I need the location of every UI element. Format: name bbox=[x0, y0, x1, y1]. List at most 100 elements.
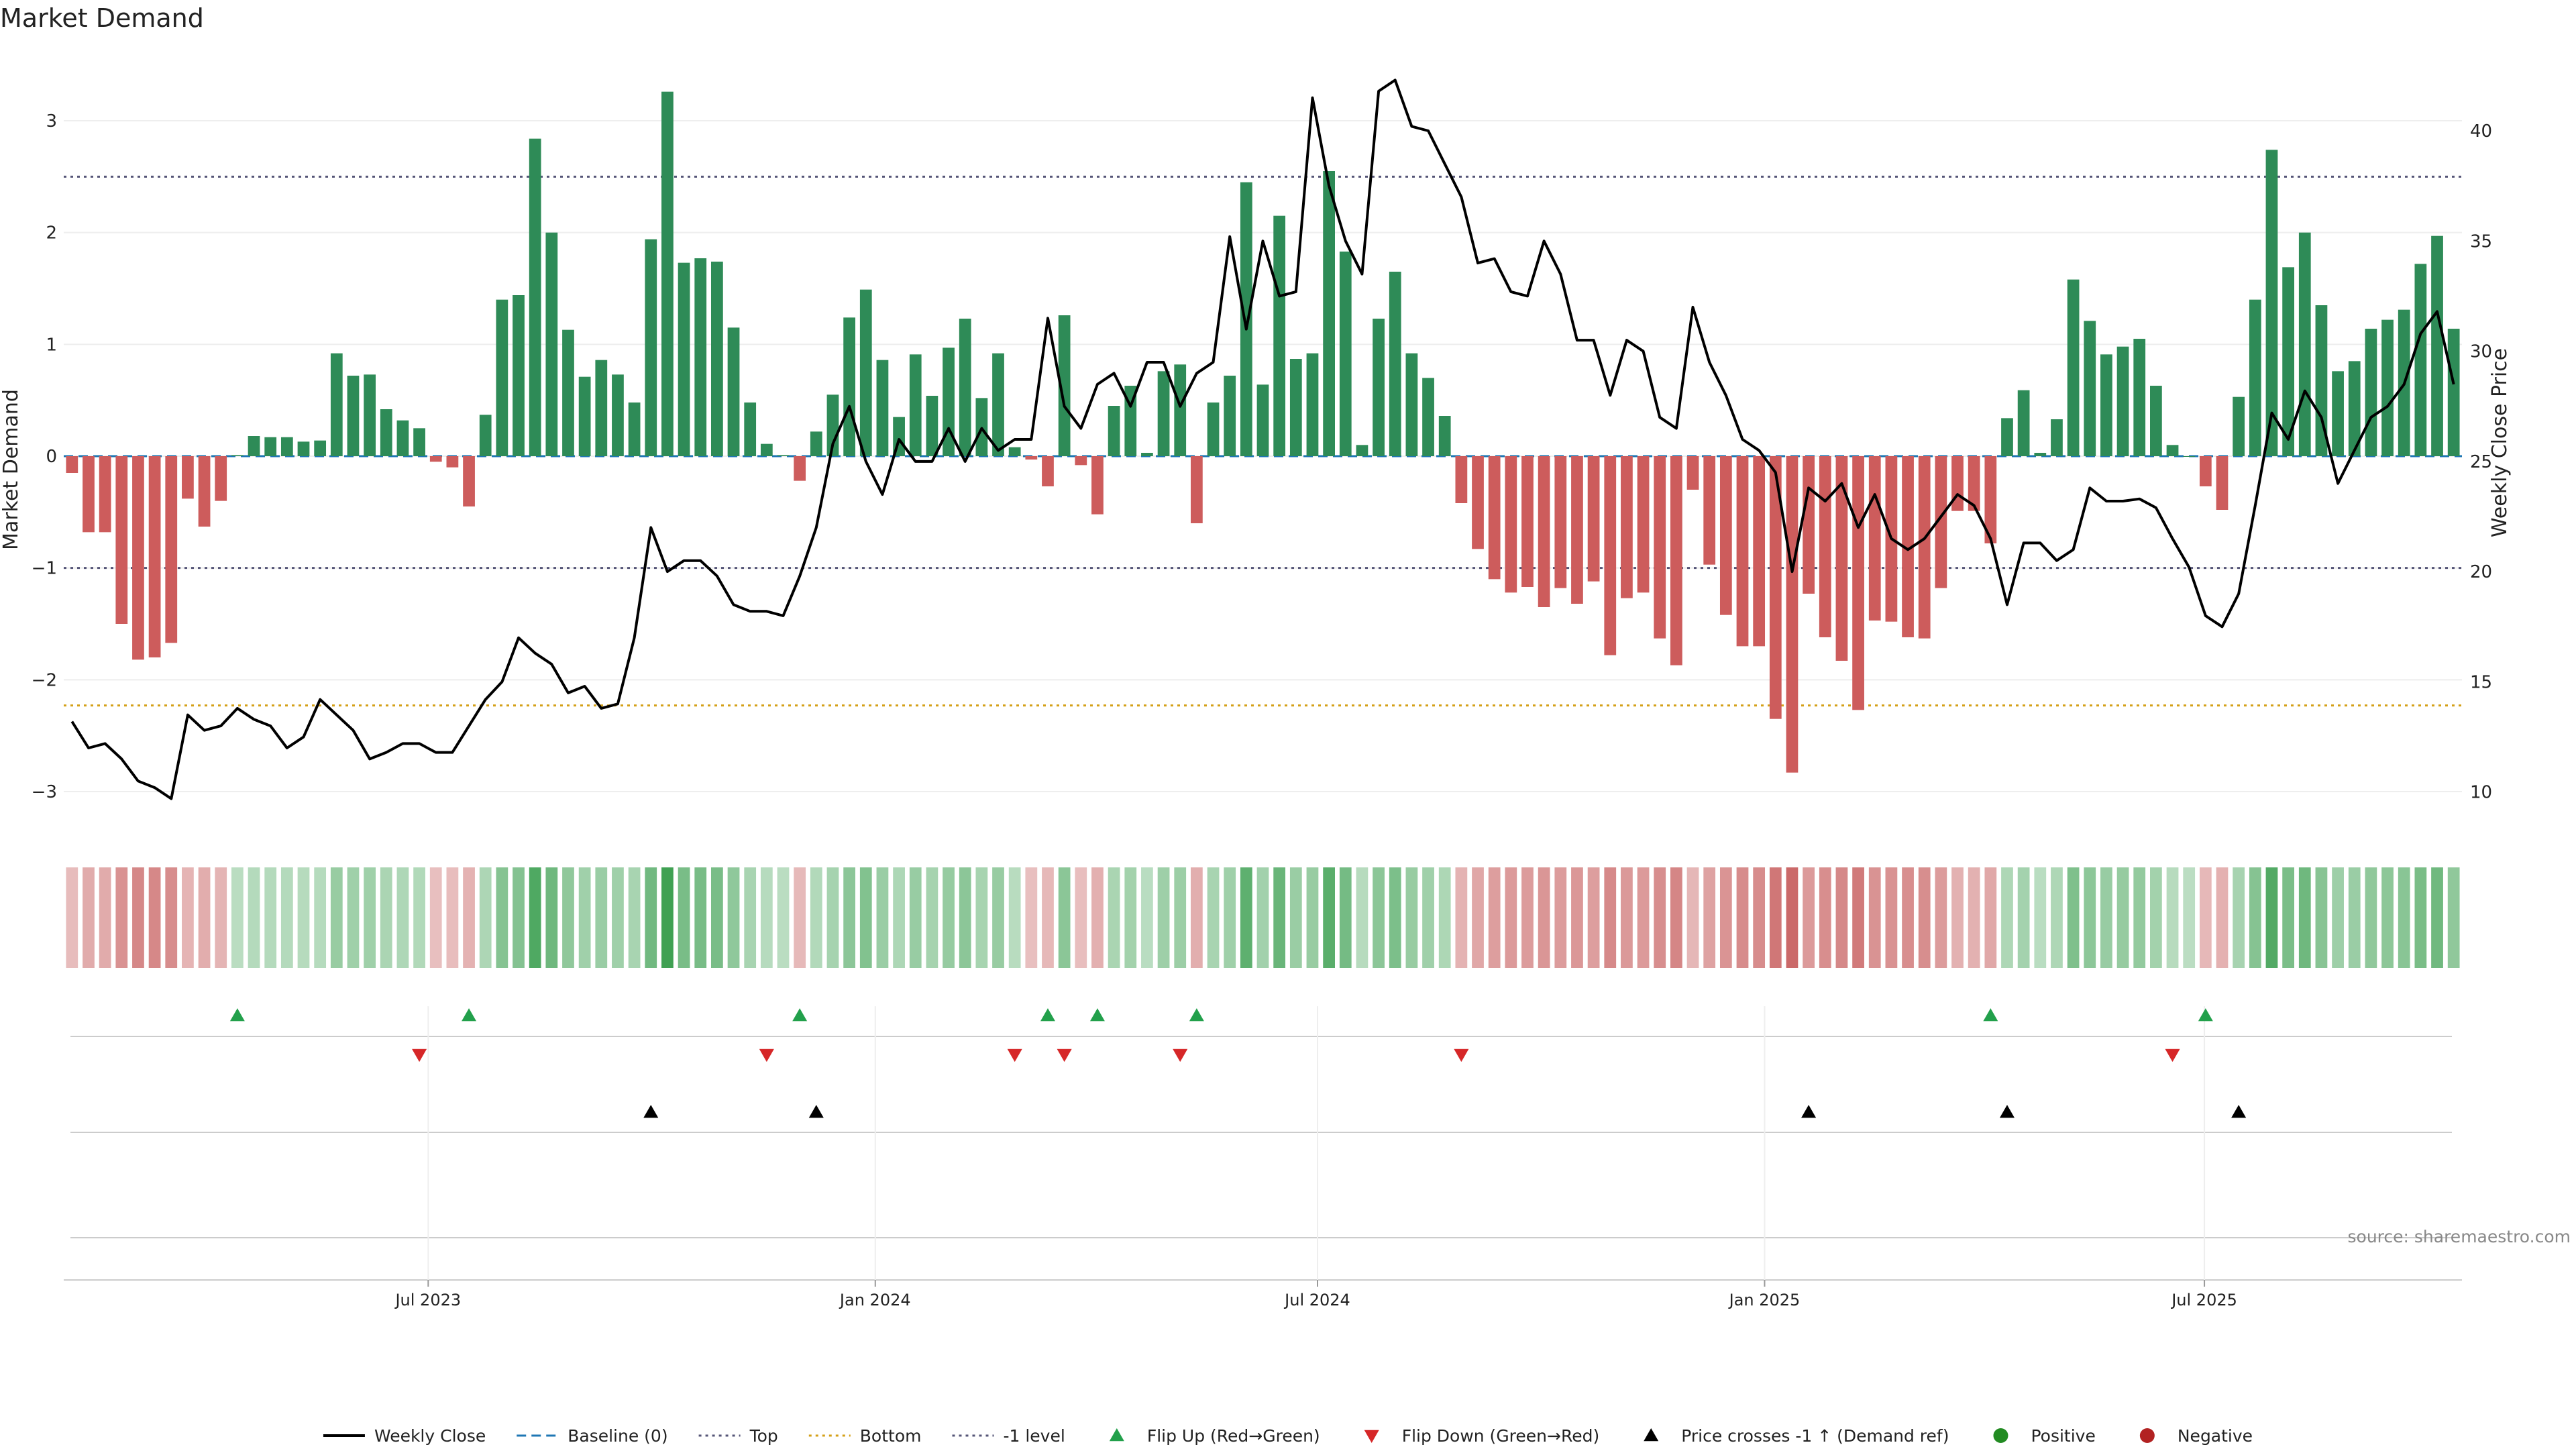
heat-cell bbox=[264, 867, 277, 968]
heat-cell bbox=[1803, 867, 1815, 968]
demand-bar bbox=[1902, 456, 1914, 637]
heat-cell bbox=[1323, 867, 1335, 968]
heat-cell bbox=[2067, 867, 2080, 968]
demand-bar bbox=[661, 91, 674, 456]
legend: Weekly Close Baseline (0) Top Bottom -1 leve… bbox=[323, 1426, 2253, 1446]
heat-cell bbox=[1157, 867, 1170, 968]
demand-bar bbox=[1769, 456, 1782, 719]
demand-bar bbox=[2051, 419, 2063, 456]
heat-cell bbox=[1670, 867, 1682, 968]
y-tick-label: −2 bbox=[32, 670, 57, 690]
heat-cell bbox=[2381, 867, 2394, 968]
flip-down-marker bbox=[1057, 1049, 1072, 1062]
flip-down-marker bbox=[1454, 1049, 1469, 1062]
x-tick-label: Jul 2025 bbox=[2170, 1291, 2237, 1309]
heat-cell bbox=[1108, 867, 1120, 968]
demand-bar bbox=[513, 295, 525, 456]
heat-cell bbox=[1835, 867, 1848, 968]
heat-cell bbox=[513, 867, 525, 968]
x-tick-label: Jan 2024 bbox=[839, 1291, 911, 1309]
demand-bar bbox=[1256, 384, 1269, 456]
heat-cell bbox=[1521, 867, 1534, 968]
heat-cell bbox=[132, 867, 144, 968]
demand-bar bbox=[1075, 456, 1087, 466]
heat-cell bbox=[1488, 867, 1501, 968]
legend-label: Positive bbox=[2031, 1426, 2095, 1446]
heat-cell bbox=[364, 867, 376, 968]
heat-cell bbox=[992, 867, 1004, 968]
heat-cell bbox=[1042, 867, 1054, 968]
demand-bar bbox=[1455, 456, 1468, 503]
demand-bar bbox=[1736, 456, 1749, 647]
demand-bar bbox=[2017, 390, 2030, 456]
heat-cell bbox=[413, 867, 425, 968]
demand-bar bbox=[545, 232, 558, 456]
heat-cell bbox=[2398, 867, 2410, 968]
heat-cell bbox=[1654, 867, 1666, 968]
demand-bar bbox=[1356, 445, 1368, 456]
heat-cell bbox=[876, 867, 889, 968]
heat-cell bbox=[2166, 867, 2179, 968]
y2-tick-label: 15 bbox=[2470, 672, 2492, 692]
heat-cell bbox=[330, 867, 343, 968]
demand-bar bbox=[429, 456, 442, 462]
demand-bar bbox=[1157, 371, 1170, 456]
demand-bar bbox=[413, 428, 425, 456]
heat-cell bbox=[529, 867, 541, 968]
heat-cell bbox=[2249, 867, 2261, 968]
heat-cell bbox=[711, 867, 723, 968]
demand-bar bbox=[2431, 235, 2443, 456]
demand-bar bbox=[876, 360, 889, 456]
heat-cell bbox=[1968, 867, 1980, 968]
heat-cell bbox=[479, 867, 492, 968]
heat-cell bbox=[2017, 867, 2030, 968]
demand-bar bbox=[1422, 378, 1434, 456]
flip-down-marker bbox=[1007, 1049, 1022, 1062]
heat-cell bbox=[1719, 867, 1732, 968]
demand-bar bbox=[1058, 315, 1071, 456]
legend-swatch-up-marker bbox=[1644, 1428, 1659, 1442]
demand-bar bbox=[2332, 371, 2344, 456]
heat-cell bbox=[694, 867, 707, 968]
heat-cell bbox=[83, 867, 95, 968]
y2-tick-label: 25 bbox=[2470, 452, 2492, 472]
heat-cell bbox=[1769, 867, 1782, 968]
demand-bar bbox=[1488, 456, 1501, 580]
demand-bar bbox=[1554, 456, 1567, 588]
demand-bar bbox=[1571, 456, 1583, 604]
demand-bar bbox=[2199, 456, 2212, 486]
flip-up-marker bbox=[1089, 1008, 1105, 1022]
heat-cell bbox=[1075, 867, 1087, 968]
demand-bar bbox=[2265, 150, 2278, 457]
y-axis-left: −3 −2 −1 0 1 2 3 bbox=[32, 111, 57, 802]
demand-bar bbox=[248, 436, 260, 456]
demand-bar bbox=[1472, 456, 1484, 549]
legend-label: Flip Up (Red→Green) bbox=[1147, 1426, 1320, 1446]
demand-bar bbox=[1091, 456, 1104, 515]
heat-cell bbox=[2216, 867, 2229, 968]
demand-bar bbox=[1984, 456, 1997, 543]
heat-cell bbox=[2447, 867, 2460, 968]
heat-cell bbox=[2348, 867, 2361, 968]
flip-up-marker bbox=[1189, 1008, 1204, 1022]
demand-bar bbox=[1141, 453, 1153, 456]
heat-cell bbox=[1124, 867, 1137, 968]
demand-bar bbox=[2447, 329, 2460, 456]
heat-cell bbox=[1554, 867, 1567, 968]
demand-bar bbox=[1852, 456, 1864, 710]
heat-cell bbox=[975, 867, 988, 968]
demand-bar bbox=[1521, 456, 1534, 587]
price-cross-marker bbox=[1801, 1105, 1817, 1118]
demand-bar bbox=[2034, 453, 2047, 456]
demand-bar bbox=[1505, 456, 1517, 593]
demand-bar bbox=[1951, 456, 1964, 511]
demand-bar bbox=[1008, 447, 1021, 456]
heat-cell bbox=[2298, 867, 2311, 968]
heat-cell bbox=[215, 867, 227, 968]
heat-cell bbox=[66, 867, 78, 968]
demand-bar bbox=[215, 456, 227, 501]
heat-cell bbox=[231, 867, 244, 968]
heat-cell bbox=[165, 867, 178, 968]
demand-bar bbox=[595, 360, 608, 456]
